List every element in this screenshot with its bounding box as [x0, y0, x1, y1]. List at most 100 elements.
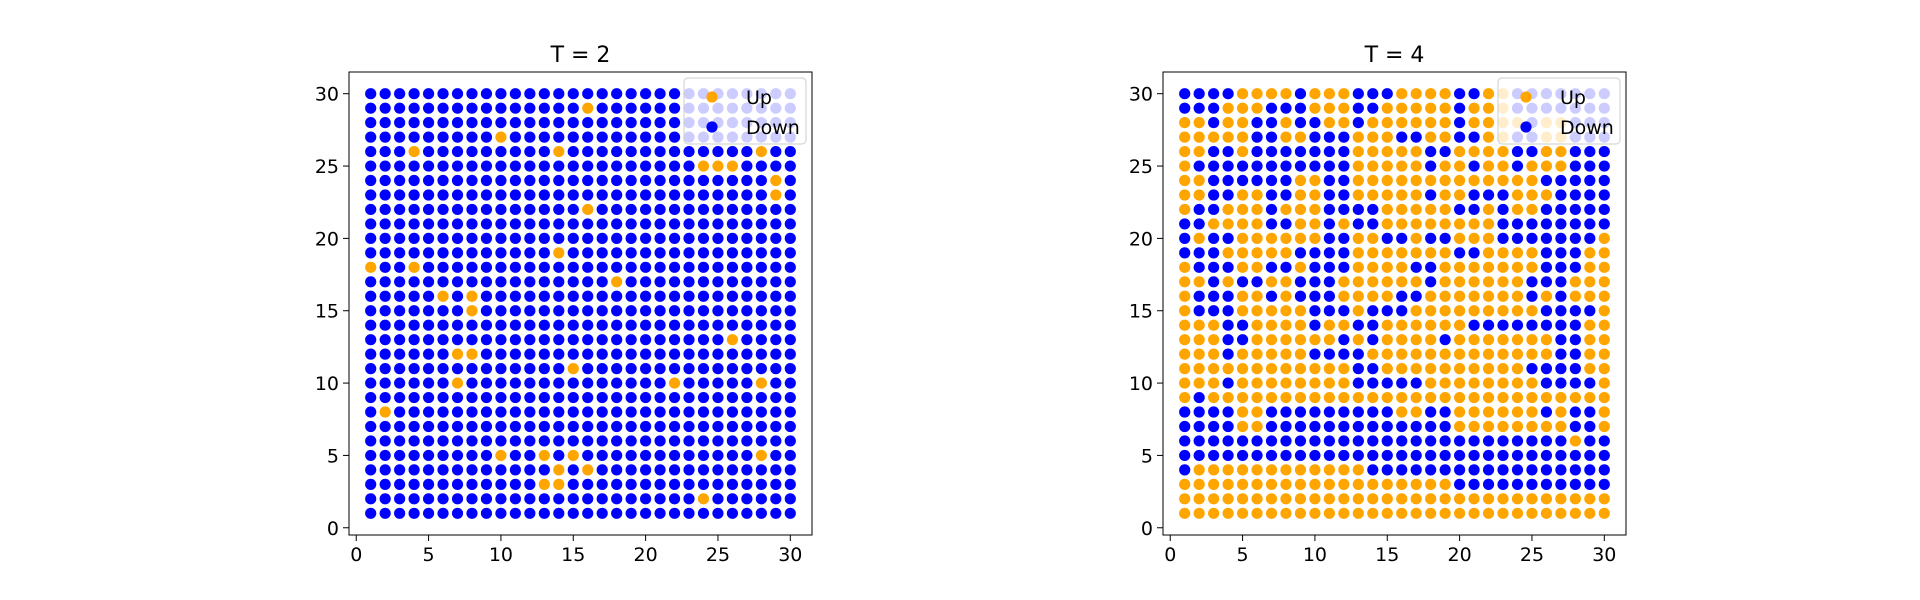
point-down	[567, 334, 579, 346]
point-up	[1555, 493, 1567, 505]
point-down	[712, 391, 724, 404]
point-down	[1323, 247, 1335, 259]
point-down	[1265, 449, 1278, 462]
point-down	[640, 232, 652, 244]
point-down	[625, 377, 637, 389]
point-down	[1396, 420, 1408, 433]
point-down	[567, 261, 579, 273]
point-down	[726, 174, 739, 187]
point-down	[408, 305, 420, 317]
point-down	[1309, 435, 1321, 447]
point-down	[408, 377, 420, 389]
point-up	[1208, 478, 1220, 490]
point-down	[509, 218, 521, 230]
point-down	[553, 391, 565, 404]
point-down	[422, 117, 435, 129]
point-down	[437, 160, 449, 172]
point-down	[654, 334, 666, 346]
point-down	[726, 493, 739, 505]
point-up	[1482, 377, 1495, 389]
point-down	[538, 261, 550, 273]
point-down	[1598, 449, 1610, 462]
point-down	[480, 319, 493, 331]
point-up	[1598, 493, 1610, 505]
point-down	[365, 449, 377, 462]
point-down	[1569, 189, 1581, 201]
point-down	[1352, 363, 1364, 375]
point-down	[683, 261, 695, 273]
point-down	[582, 117, 594, 129]
point-down	[1193, 435, 1205, 447]
point-down	[1584, 189, 1596, 201]
point-down	[509, 290, 521, 302]
point-down	[683, 174, 695, 187]
point-down	[596, 493, 608, 505]
point-down	[509, 464, 521, 476]
point-down	[1454, 464, 1466, 476]
point-down	[625, 102, 637, 114]
point-down	[422, 88, 435, 100]
point-up	[1454, 319, 1466, 331]
point-up	[582, 203, 594, 216]
point-down	[697, 232, 710, 244]
point-up	[1381, 261, 1393, 273]
point-down	[1396, 435, 1408, 447]
point-up	[1381, 319, 1393, 331]
point-down	[1309, 406, 1321, 418]
point-down	[770, 290, 782, 302]
point-down	[1193, 406, 1205, 418]
point-up	[1294, 478, 1307, 490]
point-up	[1179, 334, 1191, 346]
point-down	[582, 363, 594, 375]
point-down	[538, 319, 550, 331]
point-down	[668, 203, 681, 216]
point-down	[668, 88, 681, 100]
point-down	[1294, 435, 1307, 447]
point-up	[1236, 420, 1249, 433]
point-down	[365, 363, 377, 375]
point-down	[1179, 102, 1191, 114]
point-down	[509, 131, 521, 143]
point-down	[538, 232, 550, 244]
point-up	[1294, 319, 1307, 331]
point-up	[1540, 507, 1553, 519]
point-down	[1208, 102, 1220, 114]
point-up	[1367, 391, 1379, 404]
point-down	[524, 261, 536, 273]
point-down	[611, 435, 623, 447]
point-down	[567, 145, 579, 158]
point-up	[1439, 174, 1451, 187]
point-up	[1468, 391, 1480, 404]
point-down	[1338, 420, 1350, 433]
point-down	[394, 88, 406, 100]
point-up	[1323, 478, 1335, 490]
point-down	[379, 507, 391, 519]
point-up	[1410, 218, 1422, 230]
point-down	[1193, 102, 1205, 114]
point-up	[1251, 232, 1263, 244]
x-tick-label: 0	[1164, 544, 1176, 566]
point-down	[625, 435, 637, 447]
point-down	[466, 377, 478, 389]
point-down	[379, 117, 391, 129]
point-down	[1323, 218, 1335, 230]
point-down	[741, 334, 753, 346]
point-down	[654, 391, 666, 404]
point-down	[394, 319, 406, 331]
point-down	[1236, 160, 1249, 172]
point-down	[1540, 449, 1553, 462]
point-up	[1425, 319, 1437, 331]
point-down	[437, 189, 449, 201]
point-down	[683, 493, 695, 505]
point-down	[1555, 334, 1567, 346]
point-down	[1410, 377, 1422, 389]
point-up	[1497, 391, 1509, 404]
point-down	[1323, 305, 1335, 317]
point-down	[1208, 305, 1220, 317]
point-up	[1410, 319, 1422, 331]
point-down	[741, 189, 753, 201]
point-up	[1439, 218, 1451, 230]
point-down	[770, 420, 782, 433]
point-up	[1526, 493, 1538, 505]
